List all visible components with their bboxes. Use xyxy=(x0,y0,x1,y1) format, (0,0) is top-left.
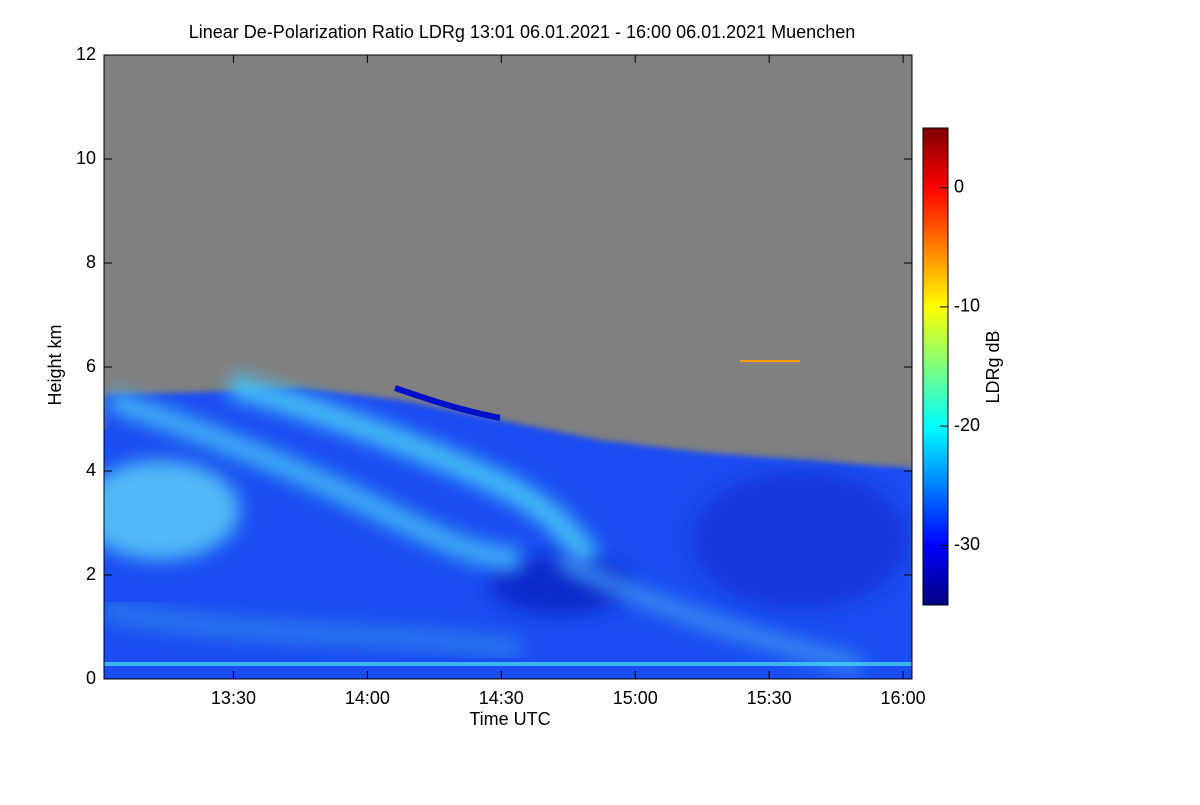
colorbar xyxy=(922,127,949,606)
high-depol xyxy=(106,389,522,571)
y-tick-label: 4 xyxy=(86,460,96,480)
colorbar-tick-label: -10 xyxy=(954,296,980,316)
x-axis-label: Time UTC xyxy=(469,709,550,729)
high-depol xyxy=(556,552,862,673)
x-tick-label: 13:30 xyxy=(211,688,256,708)
mid-depol xyxy=(104,600,522,660)
x-tick-label: 15:00 xyxy=(613,688,658,708)
y-tick-label: 2 xyxy=(86,564,96,584)
chart-title: Linear De-Polarization Ratio LDRg 13:01 … xyxy=(189,22,855,42)
x-tick-label: 15:30 xyxy=(747,688,792,708)
high-depol xyxy=(226,373,600,568)
y-axis-label: Height km xyxy=(45,324,65,405)
high-depol xyxy=(740,360,800,362)
colorbar-tick-label: -20 xyxy=(954,415,980,435)
y-tick-label: 10 xyxy=(76,148,96,168)
y-tick-label: 6 xyxy=(86,356,96,376)
low-depol xyxy=(690,470,910,610)
y-tick-label: 0 xyxy=(86,668,96,688)
colorbar-tick-label: 0 xyxy=(954,176,964,196)
low-depol xyxy=(394,385,501,421)
x-tick-label: 14:00 xyxy=(345,688,390,708)
x-tick-label: 16:00 xyxy=(881,688,926,708)
x-tick-label: 14:30 xyxy=(479,688,524,708)
near-ground xyxy=(104,662,912,666)
colorbar-tick-label: -30 xyxy=(954,534,980,554)
y-tick-label: 8 xyxy=(86,252,96,272)
heatmap xyxy=(104,55,912,679)
high-depol xyxy=(104,460,240,560)
colorbar-label: LDRg dB xyxy=(983,330,1003,403)
y-tick-label: 12 xyxy=(76,44,96,64)
